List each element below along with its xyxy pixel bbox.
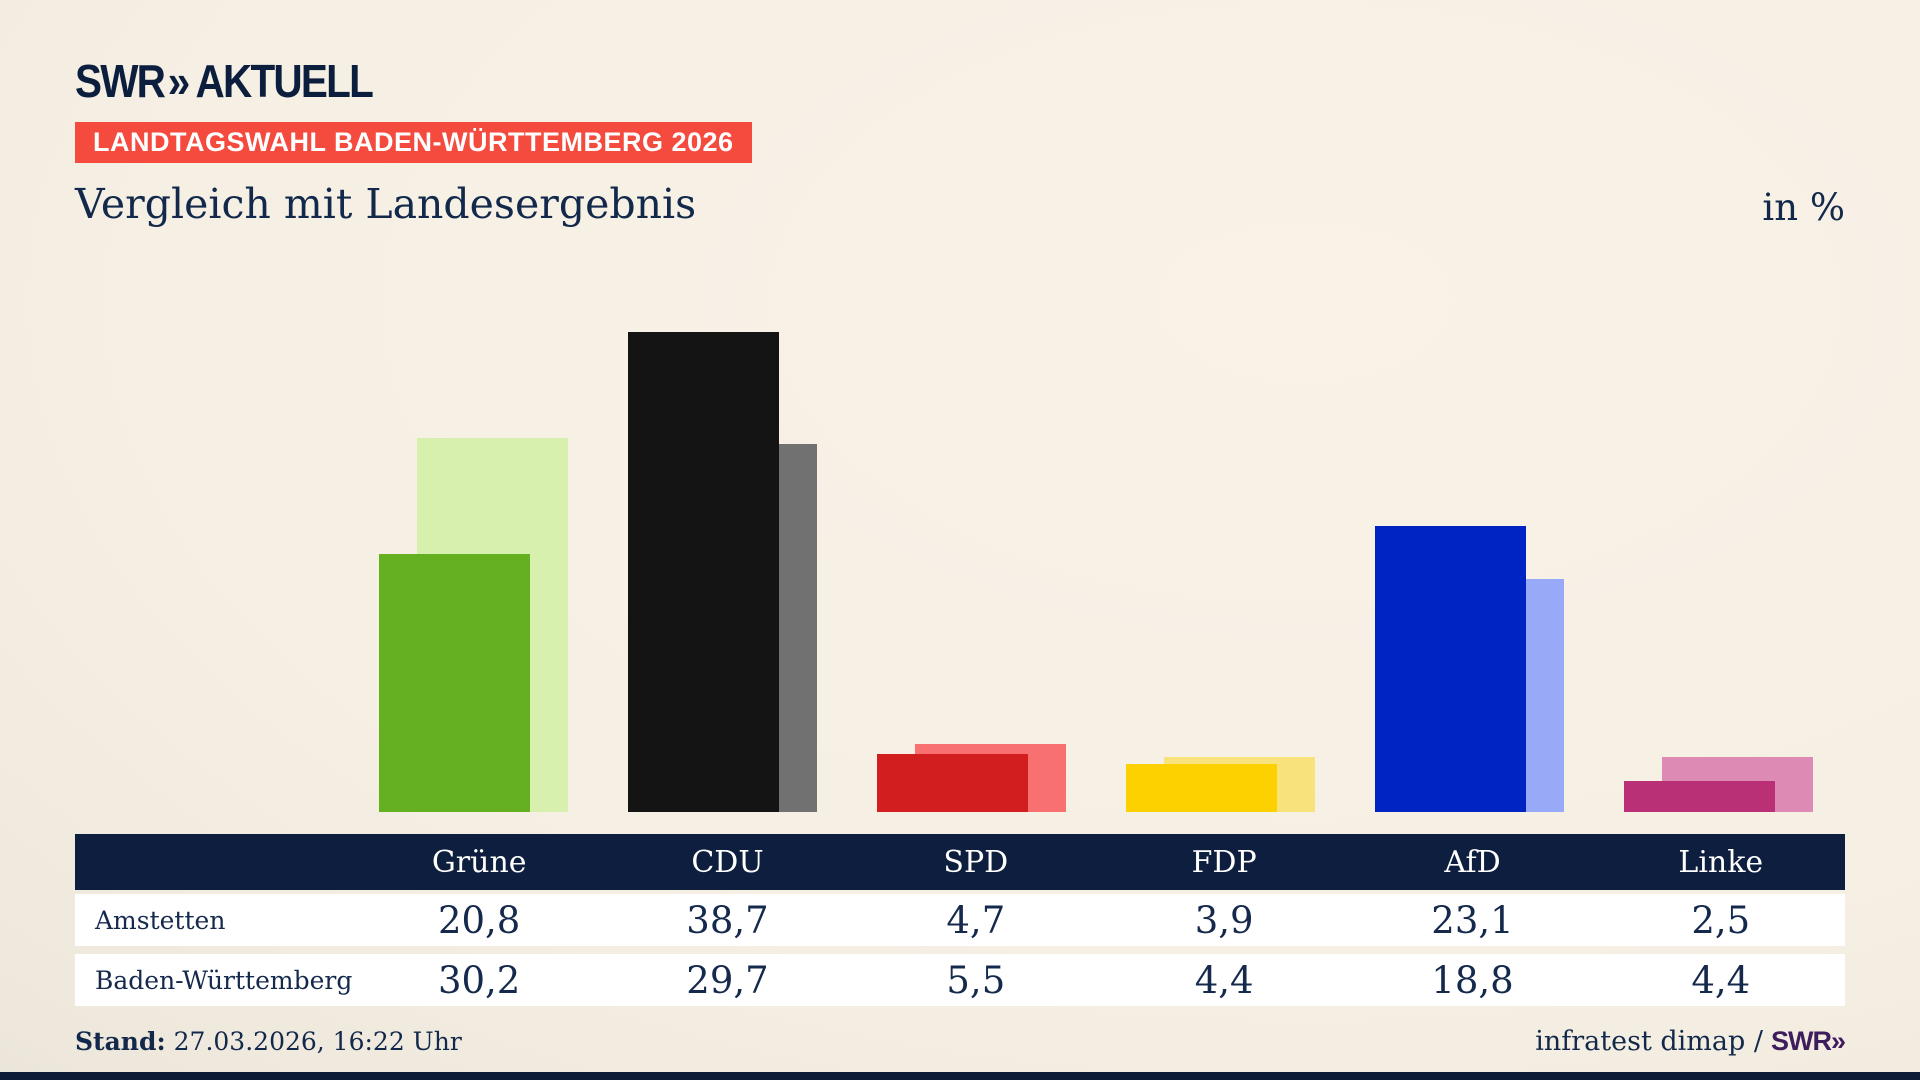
bar-chart — [75, 280, 1845, 812]
row-label: Baden-Württemberg — [95, 965, 353, 995]
stand-value: 27.03.2026, 16:22 Uhr — [173, 1027, 462, 1056]
election-badge: LANDTAGSWAHL BADEN-WÜRTTEMBERG 2026 — [75, 122, 752, 163]
bar-municipality-spd — [877, 754, 1028, 812]
column-header-afd: AfD — [1444, 844, 1501, 880]
bar-group-linke — [1624, 280, 1813, 812]
double-chevron-icon: » — [167, 55, 190, 107]
value-linke: 2,5 — [1691, 898, 1751, 942]
timestamp: Stand: 27.03.2026, 16:22 Uhr — [75, 1027, 462, 1056]
column-header-fdp: FDP — [1191, 844, 1257, 880]
bar-municipality-afd — [1375, 526, 1526, 812]
source-credit: infratest dimap / SWR» — [1535, 1026, 1846, 1057]
value-fdp: 4,4 — [1194, 958, 1254, 1002]
value-afd: 18,8 — [1431, 958, 1514, 1002]
swr-aktuell-logo: SWR» AKTUELL — [75, 54, 374, 108]
stand-label: Stand: — [75, 1027, 166, 1056]
bar-municipality-grüne — [379, 554, 530, 812]
results-table: Grüne CDU SPD FDP AfD Linke Amstetten 20,8 38,7 4… — [75, 834, 1845, 1014]
value-spd: 4,7 — [946, 898, 1006, 942]
bar-group-spd — [877, 280, 1066, 812]
column-header-grüne: Grüne — [431, 844, 527, 880]
bottom-bar — [0, 1072, 1920, 1080]
swr-logo-small: SWR» — [1770, 1026, 1846, 1056]
bar-municipality-linke — [1624, 781, 1775, 812]
column-header-linke: Linke — [1678, 844, 1764, 880]
bar-group-cdu — [628, 280, 817, 812]
bar-group-afd — [1375, 280, 1564, 812]
table-row-municipality: Amstetten 20,8 38,7 4,7 3,9 23,1 2,5 — [75, 894, 1845, 946]
unit-label: in % — [1762, 186, 1845, 229]
table-header-row: Grüne CDU SPD FDP AfD Linke — [75, 834, 1845, 890]
bar-municipality-cdu — [628, 332, 779, 812]
logo-swr-text: SWR — [75, 55, 166, 107]
value-grüne: 20,8 — [437, 898, 521, 942]
column-header-spd: SPD — [943, 844, 1009, 880]
value-fdp: 3,9 — [1194, 898, 1254, 942]
value-linke: 4,4 — [1691, 958, 1751, 1002]
row-label: Amstetten — [95, 905, 226, 935]
value-cdu: 38,7 — [686, 898, 769, 942]
source-text: infratest dimap / — [1535, 1026, 1763, 1057]
page-title: Vergleich mit Landesergebnis — [75, 180, 697, 228]
bar-group-fdp — [1126, 280, 1315, 812]
footer: Stand: 27.03.2026, 16:22 Uhr infratest d… — [75, 1026, 1846, 1057]
value-spd: 5,5 — [946, 958, 1006, 1002]
table-row-state: Baden-Württemberg 30,2 29,7 5,5 4,4 18,8 4,4 — [75, 954, 1845, 1006]
bar-municipality-fdp — [1126, 764, 1277, 812]
value-grüne: 30,2 — [437, 958, 521, 1002]
value-cdu: 29,7 — [686, 958, 769, 1002]
value-afd: 23,1 — [1431, 898, 1514, 942]
column-header-cdu: CDU — [691, 844, 764, 880]
logo-aktuell-text: AKTUELL — [195, 55, 373, 107]
bar-group-grüne — [379, 280, 568, 812]
